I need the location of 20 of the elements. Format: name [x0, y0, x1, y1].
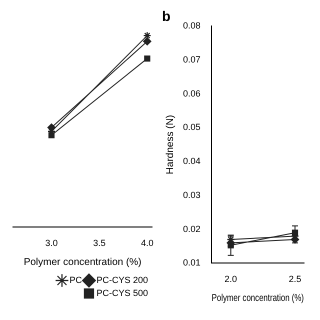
text: b	[162, 8, 171, 24]
x-axis-title: Polymer concentration (%)	[212, 292, 304, 303]
y-tick-label: 0.07	[182, 54, 201, 64]
x-tick-label: 3.5	[93, 238, 106, 248]
y-tick-label: 0.04	[182, 156, 201, 166]
y-tick-label: 0.03	[182, 190, 201, 200]
x-tick-label: 2.0	[224, 274, 238, 284]
legend-label: PC-CYS 500	[96, 288, 148, 298]
y-tick-label: 0.01	[182, 258, 201, 268]
x-tick-label: 4.0	[140, 238, 154, 248]
y-tick-label: 0.06	[182, 88, 201, 98]
y-tick-label: 0.08	[182, 20, 201, 30]
y-tick-label: 0.05	[182, 122, 201, 132]
x-tick-label: 3.0	[45, 238, 58, 248]
x-axis-title: Polymer concentration (%)	[24, 256, 142, 268]
legend-label: PC-CYS 200	[96, 274, 148, 285]
x-tick-label: 2.5	[288, 274, 302, 284]
y-tick-label: 0.02	[182, 224, 201, 234]
y-axis-title: Hardness (N)	[164, 114, 176, 174]
legend-label: PC	[69, 274, 82, 285]
